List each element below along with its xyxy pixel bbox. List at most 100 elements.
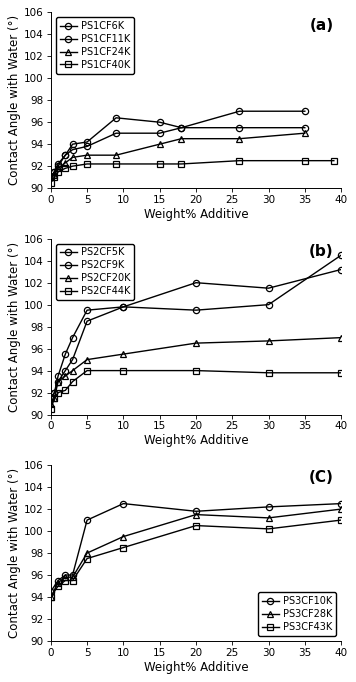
Y-axis label: Contact Angle with Water (°): Contact Angle with Water (°) [8, 468, 21, 638]
PS1CF40K [179, 160, 184, 168]
PS2CF44K [85, 366, 89, 374]
PS2CF44K [52, 394, 57, 402]
PS1CF40K [237, 157, 242, 165]
PS3CF43K [339, 516, 343, 524]
PS1CF40K [114, 160, 118, 168]
PS1CF24K [70, 153, 75, 162]
PS1CF40K [85, 160, 89, 168]
PS3CF28K [63, 573, 67, 581]
PS1CF40K [332, 157, 336, 165]
Line: PS2CF44K: PS2CF44K [48, 368, 344, 412]
PS1CF40K [49, 179, 53, 187]
Text: (a): (a) [310, 18, 334, 33]
PS1CF6K [85, 138, 89, 146]
PS3CF10K [70, 571, 75, 579]
PS1CF40K [52, 173, 57, 181]
PS3CF28K [266, 514, 271, 522]
PS3CF28K [49, 593, 53, 601]
PS2CF5K [339, 265, 343, 273]
PS3CF28K [56, 578, 60, 587]
PS1CF40K [56, 168, 60, 176]
PS1CF24K [303, 129, 307, 137]
X-axis label: Weight% Additive: Weight% Additive [143, 434, 248, 447]
Line: PS2CF9K: PS2CF9K [48, 252, 344, 401]
Line: PS2CF5K: PS2CF5K [48, 267, 344, 401]
PS3CF28K [85, 549, 89, 557]
PS2CF9K [56, 377, 60, 385]
PS3CF10K [194, 507, 198, 516]
Text: (b): (b) [309, 244, 334, 259]
PS3CF10K [85, 516, 89, 524]
PS1CF11K [63, 151, 67, 160]
PS1CF40K [303, 157, 307, 165]
PS2CF9K [63, 366, 67, 374]
PS2CF44K [194, 366, 198, 374]
Line: PS1CF24K: PS1CF24K [48, 130, 308, 180]
PS3CF28K [194, 511, 198, 519]
PS2CF5K [70, 333, 75, 342]
PS2CF5K [266, 284, 271, 293]
PS2CF20K [49, 400, 53, 408]
PS2CF9K [121, 303, 126, 311]
PS1CF11K [114, 129, 118, 137]
PS1CF40K [63, 164, 67, 173]
PS3CF43K [266, 524, 271, 533]
PS1CF24K [85, 151, 89, 160]
PS3CF10K [49, 587, 53, 595]
Text: (C): (C) [309, 471, 334, 486]
PS2CF44K [56, 389, 60, 397]
PS1CF24K [114, 151, 118, 160]
PS3CF43K [194, 522, 198, 530]
PS1CF6K [114, 114, 118, 122]
PS3CF43K [121, 544, 126, 552]
Line: PS1CF6K: PS1CF6K [48, 108, 308, 180]
PS2CF20K [339, 333, 343, 342]
PS1CF11K [179, 123, 184, 132]
PS3CF43K [70, 576, 75, 584]
PS2CF5K [85, 306, 89, 314]
PS1CF24K [179, 134, 184, 143]
PS3CF43K [49, 593, 53, 601]
PS3CF10K [121, 499, 126, 507]
PS3CF43K [85, 554, 89, 563]
PS1CF6K [49, 173, 53, 181]
PS2CF20K [121, 350, 126, 358]
PS2CF9K [52, 389, 57, 397]
PS3CF28K [121, 533, 126, 541]
PS2CF5K [56, 372, 60, 380]
PS2CF44K [121, 366, 126, 374]
Line: PS1CF11K: PS1CF11K [48, 125, 308, 180]
PS3CF10K [339, 499, 343, 507]
PS2CF20K [52, 394, 57, 402]
PS2CF20K [70, 366, 75, 374]
PS2CF9K [266, 301, 271, 309]
PS1CF6K [237, 107, 242, 115]
PS2CF20K [194, 339, 198, 347]
PS1CF40K [70, 162, 75, 170]
PS1CF24K [56, 164, 60, 173]
PS2CF20K [266, 337, 271, 345]
PS2CF20K [56, 377, 60, 385]
Line: PS3CF28K: PS3CF28K [48, 506, 344, 600]
Line: PS3CF10K: PS3CF10K [48, 501, 344, 595]
PS1CF6K [179, 123, 184, 132]
Legend: PS3CF10K, PS3CF28K, PS3CF43K: PS3CF10K, PS3CF28K, PS3CF43K [258, 593, 336, 636]
PS2CF5K [49, 394, 53, 402]
PS1CF6K [303, 107, 307, 115]
PS1CF6K [158, 118, 162, 126]
PS1CF6K [52, 168, 57, 176]
PS2CF9K [194, 306, 198, 314]
PS2CF20K [63, 372, 67, 380]
PS1CF24K [63, 159, 67, 167]
PS2CF44K [266, 369, 271, 377]
PS2CF9K [49, 394, 53, 402]
PS1CF11K [303, 123, 307, 132]
PS3CF10K [56, 576, 60, 584]
Y-axis label: Contact Angle with Water (°): Contact Angle with Water (°) [8, 241, 21, 412]
PS3CF43K [56, 582, 60, 590]
X-axis label: Weight% Additive: Weight% Additive [143, 208, 248, 221]
Line: PS3CF43K: PS3CF43K [48, 517, 344, 600]
X-axis label: Weight% Additive: Weight% Additive [143, 661, 248, 674]
PS2CF44K [70, 377, 75, 385]
PS3CF43K [63, 576, 67, 584]
